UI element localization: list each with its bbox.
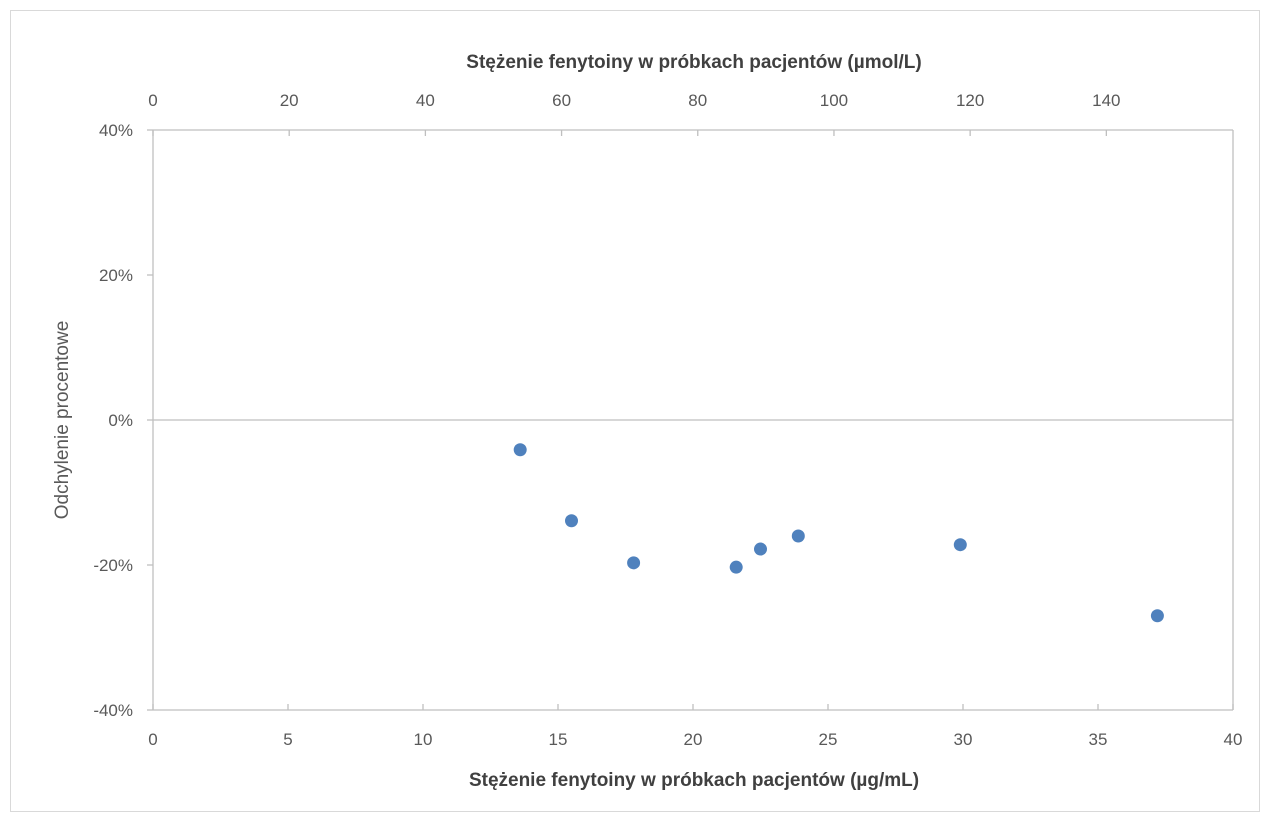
x-tick-label: 15: [549, 730, 568, 749]
x2-tick-label: 20: [280, 91, 299, 110]
x-tick-label: 0: [148, 730, 157, 749]
axes: [147, 129, 1234, 711]
x-tick-label: 5: [283, 730, 292, 749]
tick-labels: 0 5 10 15 20 25 30 35 40 0 20 40 60 80 100 120 140 40% 20%…: [93, 91, 1242, 749]
x2-tick-label: 0: [148, 91, 157, 110]
x2-axis-title: Stężenie fenytoiny w próbkach pacjentów …: [466, 52, 921, 73]
data-point: [513, 443, 527, 457]
y-tick-label: -40%: [93, 701, 133, 720]
data-points: [513, 443, 1164, 623]
data-point: [729, 560, 743, 574]
x-tick-label: 40: [1224, 730, 1243, 749]
x-axis-title: Stężenie fenytoiny w próbkach pacjentów …: [469, 770, 919, 791]
data-point: [627, 556, 641, 570]
x-tick-label: 20: [684, 730, 703, 749]
data-point: [565, 514, 578, 528]
x2-tick-label: 100: [820, 91, 848, 110]
chart-frame: [10, 10, 1260, 812]
x2-tick-label: 140: [1092, 91, 1120, 110]
data-point: [791, 529, 805, 543]
y-tick-label: 0%: [108, 411, 133, 430]
data-point: [1150, 609, 1164, 623]
x-tick-label: 10: [414, 730, 433, 749]
y-tick-label: -20%: [93, 556, 133, 575]
x-tick-label: 35: [1089, 730, 1108, 749]
y-axis-title: Odchylenie procentowe: [52, 321, 73, 520]
y-tick-label: 20%: [99, 266, 133, 285]
x2-tick-label: 120: [956, 91, 984, 110]
x2-tick-label: 60: [552, 91, 571, 110]
x2-tick-label: 40: [416, 91, 435, 110]
data-point: [754, 542, 767, 556]
x2-tick-label: 80: [688, 91, 707, 110]
x-tick-label: 25: [819, 730, 838, 749]
y-tick-label: 40%: [99, 121, 133, 140]
data-point: [953, 538, 967, 552]
x-tick-label: 30: [954, 730, 973, 749]
